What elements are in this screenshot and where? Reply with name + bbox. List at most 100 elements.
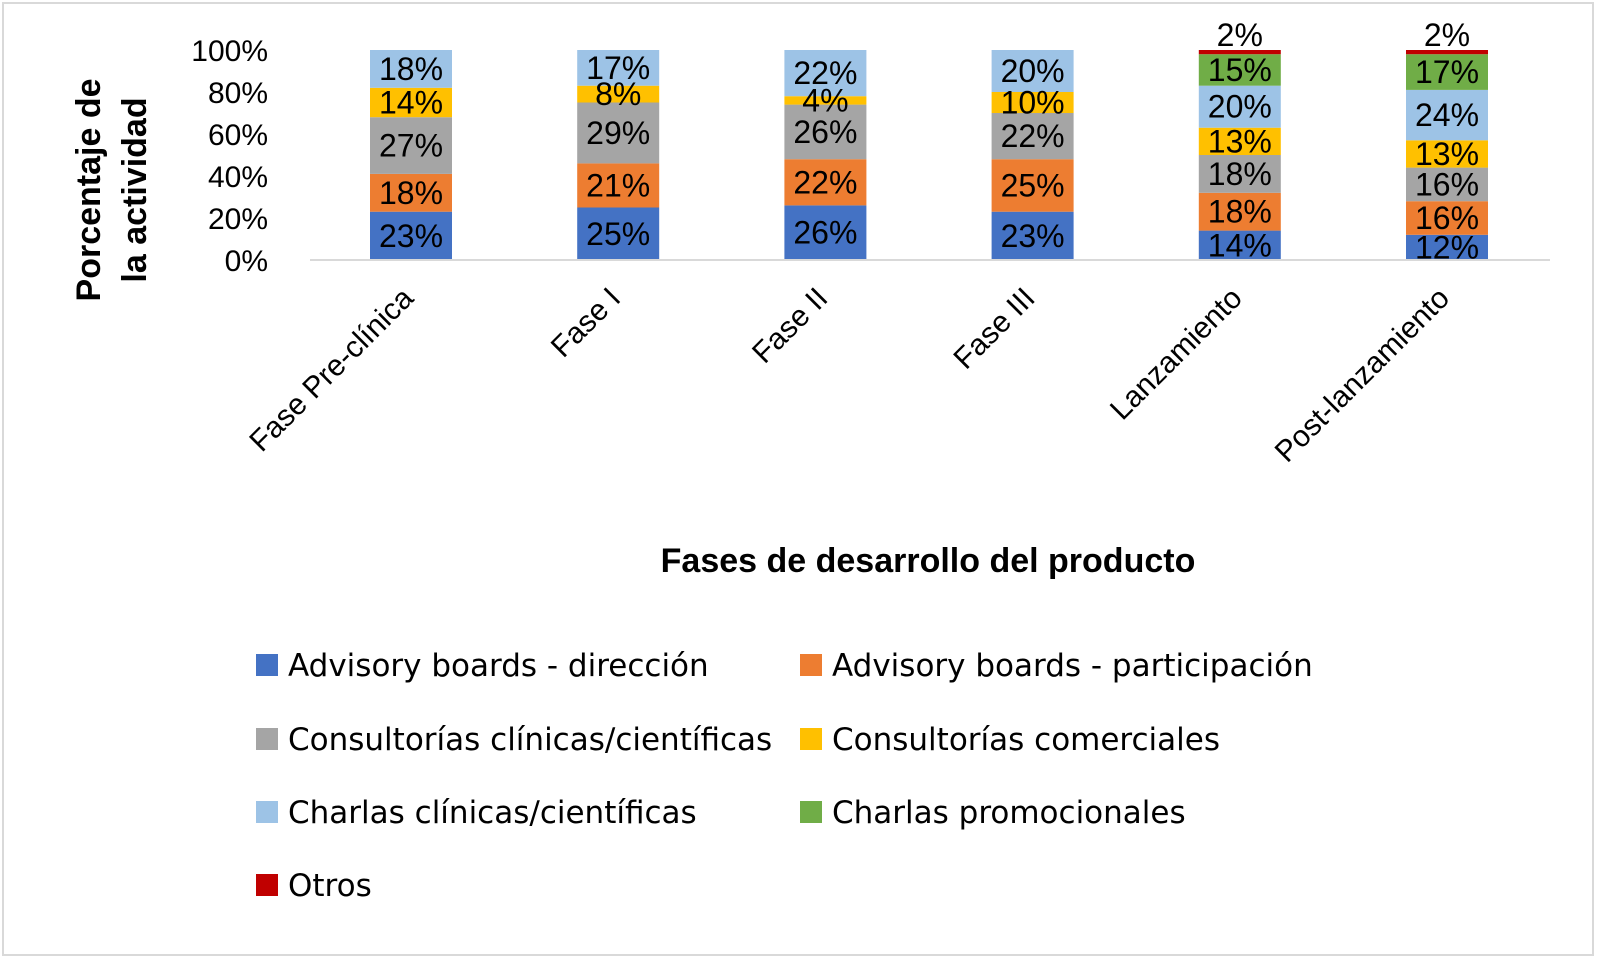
x-axis-category-labels: Fase Pre-clínica Fase I Fase II Fase III Lan…	[243, 281, 1456, 468]
legend-label: Consultorías comerciales	[832, 722, 1220, 758]
data-label: 4%	[802, 82, 848, 118]
bar-segment	[370, 211, 452, 260]
bar-segment	[1198, 155, 1281, 193]
x-category-label: Fase Pre-clínica	[243, 281, 420, 458]
x-category-label: Fase I	[545, 282, 627, 364]
data-label: 24%	[1415, 97, 1479, 133]
bar-segment	[577, 102, 660, 164]
data-label: 13%	[1208, 123, 1272, 159]
bar-segment	[1406, 234, 1488, 260]
data-label: 23%	[1001, 218, 1065, 254]
y-tick-label: 40%	[208, 161, 268, 194]
legend-swatch	[800, 654, 822, 676]
data-labels: 23%18%27%14%18%25%21%29%8%17%26%22%26%4%…	[379, 17, 1479, 265]
bar-segment	[1406, 50, 1488, 55]
x-category-label: Lanzamiento	[1104, 282, 1249, 427]
legend-swatch	[800, 728, 822, 750]
y-axis-title-line-1: Porcentaje de	[70, 79, 108, 302]
bar-segment	[784, 104, 867, 160]
legend-label: Charlas promocionales	[832, 795, 1186, 831]
y-tick-label: 0%	[225, 245, 268, 278]
bar-segment	[991, 211, 1074, 260]
bar-segment	[1198, 230, 1281, 260]
bar-segment	[1198, 85, 1281, 128]
y-axis-title-line-2: la actividad	[116, 97, 154, 282]
legend-label: Charlas clínicas/científicas	[288, 795, 697, 831]
x-axis-title: Fases de desarrollo del producto	[661, 542, 1196, 580]
data-label: 25%	[1001, 167, 1065, 203]
data-label: 22%	[1001, 118, 1065, 154]
bar-segment	[784, 205, 867, 260]
data-label: 25%	[586, 216, 650, 252]
data-label: 23%	[379, 218, 443, 254]
legend-label: Advisory boards - participación	[832, 648, 1313, 684]
data-label: 12%	[1415, 229, 1479, 265]
bar-segment	[370, 117, 452, 174]
bar-segment	[577, 85, 660, 103]
x-category-label: Fase II	[746, 282, 834, 370]
data-label: 16%	[1415, 166, 1479, 202]
data-label: 13%	[1415, 136, 1479, 172]
legend: Advisory boards - dirección Advisory boar…	[256, 648, 1313, 904]
bar-segment	[1198, 50, 1281, 55]
legend-swatch	[800, 801, 822, 823]
bar-segment	[1198, 54, 1281, 86]
bar-segment	[991, 92, 1074, 113]
legend-swatch	[256, 874, 278, 896]
data-label: 18%	[1208, 194, 1272, 230]
legend-swatch	[256, 654, 278, 676]
data-label: 17%	[1415, 54, 1479, 90]
data-label: 26%	[793, 114, 857, 150]
y-tick-label: 60%	[208, 119, 268, 152]
legend-item: Consultorías clínicas/científicas	[256, 722, 772, 758]
bar-segment	[577, 50, 660, 86]
bar-segment	[1406, 201, 1488, 235]
legend-item: Charlas clínicas/científicas	[256, 795, 697, 831]
data-label: 20%	[1208, 89, 1272, 125]
bar-segment	[1406, 167, 1488, 202]
bar-segment	[1198, 127, 1281, 155]
bar-segment	[370, 50, 452, 88]
bar-segment	[370, 173, 452, 212]
bars	[370, 50, 1488, 260]
legend-item: Consultorías comerciales	[800, 722, 1220, 758]
data-label: 2%	[1217, 17, 1263, 53]
data-label: 16%	[1415, 200, 1479, 236]
bar-segment	[1406, 140, 1488, 168]
y-tick-label: 80%	[208, 77, 268, 110]
bar-segment	[991, 159, 1074, 212]
bar-segment	[577, 163, 660, 208]
data-label: 17%	[586, 50, 650, 86]
bar-segment	[1406, 89, 1488, 141]
data-label: 18%	[1208, 156, 1272, 192]
bar-segment	[1198, 192, 1281, 231]
legend-label: Advisory boards - dirección	[288, 648, 709, 684]
legend-item: Advisory boards - dirección	[256, 648, 709, 684]
legend-item: Advisory boards - participación	[800, 648, 1313, 684]
legend-item: Charlas promocionales	[800, 795, 1186, 831]
bar-segment	[784, 50, 867, 97]
data-label: 26%	[793, 215, 857, 251]
data-label: 14%	[1208, 227, 1272, 263]
data-label: 27%	[379, 128, 443, 164]
legend-label: Consultorías clínicas/científicas	[288, 722, 772, 758]
bar-segment	[991, 50, 1074, 92]
data-label: 18%	[379, 175, 443, 211]
bar-segment	[577, 207, 660, 260]
x-category-label: Post-lanzamiento	[1269, 282, 1456, 469]
data-label: 22%	[793, 55, 857, 91]
x-category-label: Fase III	[947, 282, 1041, 376]
bar-segment	[1406, 54, 1488, 90]
data-label: 21%	[586, 167, 650, 203]
data-label: 18%	[379, 51, 443, 87]
data-label: 8%	[595, 76, 641, 112]
bar-segment	[370, 87, 452, 118]
legend-swatch	[256, 728, 278, 750]
data-label: 22%	[793, 164, 857, 200]
y-tick-label: 100%	[191, 35, 268, 68]
data-label: 2%	[1424, 17, 1470, 53]
bar-segment	[991, 113, 1074, 160]
bar-segment	[784, 96, 867, 105]
legend-swatch	[256, 801, 278, 823]
